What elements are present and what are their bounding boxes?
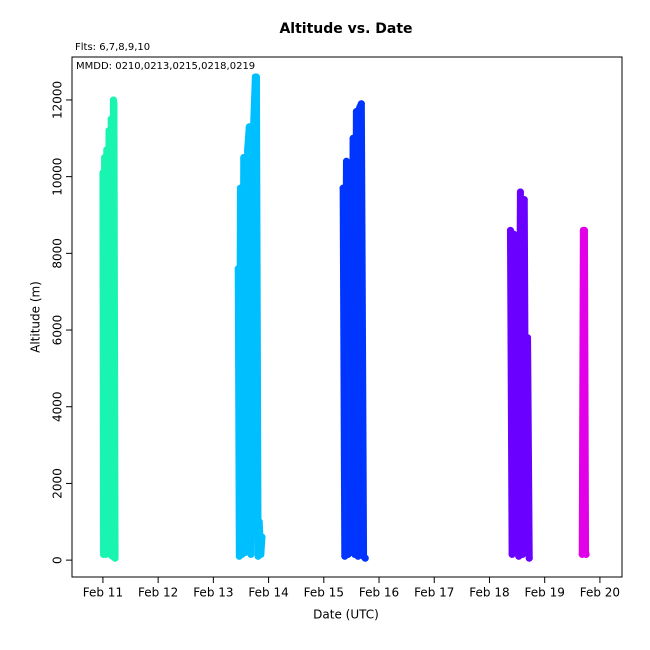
point [361, 554, 369, 562]
plot-frame [71, 56, 623, 578]
point [244, 146, 252, 154]
point [101, 153, 109, 161]
annotation: MMDD: 0210,0213,0215,0218,0219 [76, 61, 255, 72]
point [107, 115, 115, 123]
y-tick-label: 12000 [51, 81, 65, 119]
y-tick-label: 8000 [51, 238, 65, 269]
point [582, 550, 590, 558]
point [240, 153, 248, 161]
point [357, 100, 365, 108]
x-tick-label: Feb 20 [580, 586, 620, 600]
point [349, 134, 357, 142]
y-axis-label: Altitude (m) [29, 281, 43, 353]
flight-track [99, 96, 119, 562]
y-tick-label: 2000 [51, 468, 65, 499]
x-axis-label: Date (UTC) [313, 608, 379, 622]
point [525, 554, 533, 562]
x-tick-label: Feb 13 [193, 586, 233, 600]
x-tick-label: Feb 11 [83, 586, 123, 600]
point [247, 550, 255, 558]
point [520, 196, 528, 204]
point [346, 161, 354, 169]
point [236, 184, 244, 192]
point [255, 518, 263, 526]
point [234, 265, 242, 273]
x-tick-label: Feb 18 [469, 586, 509, 600]
point [354, 552, 362, 560]
flight-track [339, 100, 369, 562]
point [580, 226, 588, 234]
subtitle: Flts: 6,7,8,9,10 [75, 42, 150, 53]
x-tick-label: Feb 17 [414, 586, 454, 600]
point [257, 550, 265, 558]
point [522, 548, 530, 556]
point [524, 334, 532, 342]
point [339, 184, 347, 192]
point [252, 73, 260, 81]
y-tick-label: 4000 [51, 391, 65, 422]
point [258, 533, 266, 541]
point [513, 249, 521, 257]
y-tick-label: 0 [51, 556, 65, 564]
x-tick-label: Feb 19 [525, 586, 565, 600]
point [105, 127, 113, 135]
point [510, 230, 518, 238]
y-tick-label: 10000 [51, 158, 65, 196]
point [516, 188, 524, 196]
point [241, 548, 249, 556]
x-tick-label: Feb 16 [359, 586, 399, 600]
point [245, 123, 253, 131]
flight-track [234, 73, 266, 560]
point [249, 134, 257, 142]
x-tick-label: Feb 14 [248, 586, 288, 600]
flight-track [578, 226, 590, 558]
point [99, 169, 107, 177]
flight-track [506, 188, 533, 562]
chart-title: Altitude vs. Date [279, 21, 412, 37]
point [110, 100, 118, 108]
x-tick-label: Feb 15 [304, 586, 344, 600]
y-tick-label: 6000 [51, 315, 65, 346]
point [111, 554, 119, 562]
x-tick-label: Feb 12 [138, 586, 178, 600]
point [103, 146, 111, 154]
